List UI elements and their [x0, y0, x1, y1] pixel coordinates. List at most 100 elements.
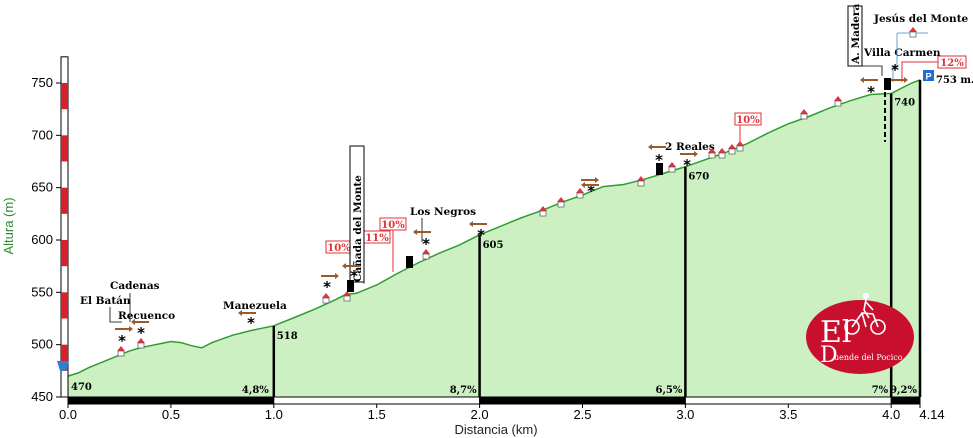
house-roof — [637, 176, 645, 181]
map-icons: * * * * * * * * * * * * — [115, 27, 917, 357]
altitude-scale-bar — [57, 56, 69, 398]
arrow-head — [581, 182, 585, 188]
x-tick-label: 1.0 — [265, 407, 283, 422]
arrow-head — [129, 326, 133, 332]
segment-grade-label: 8,7% — [450, 385, 477, 396]
house-roof — [668, 162, 676, 167]
house-body — [800, 113, 808, 120]
scale-bar-segment — [61, 187, 68, 214]
direction-arrow-icon — [860, 77, 878, 83]
y-tick-label: 450 — [31, 389, 53, 404]
building-icon — [884, 78, 891, 90]
parking-icon: P — [923, 70, 934, 82]
arrow-head — [342, 263, 346, 269]
direction-arrow-icon — [413, 229, 431, 235]
house-roof — [539, 206, 547, 211]
segment-grade-label: 6,5% — [655, 385, 682, 396]
scale-bar-segment — [61, 240, 68, 267]
segment-grade-label: 9,2% — [890, 385, 917, 396]
gradient-sign-label: 11% — [365, 233, 389, 244]
direction-arrow-icon — [321, 273, 339, 279]
place-label: Recuenco — [118, 310, 175, 322]
direction-arrow-icon — [238, 310, 256, 316]
house-icon — [539, 206, 547, 217]
arrow-head — [648, 144, 652, 150]
y-axis-ticks: 450 500 550 600 650 700 750 — [31, 75, 61, 404]
place-label: 2 Reales — [665, 141, 715, 153]
asterisk-icon: * — [118, 332, 126, 350]
arrow-head — [413, 229, 417, 235]
gradient-sign-label: 10% — [327, 243, 351, 254]
building-icon — [656, 163, 663, 175]
y-tick-label: 700 — [31, 127, 53, 142]
gradient-sign-label: 10% — [736, 115, 760, 126]
house-icon — [708, 148, 716, 159]
altitude-label: 605 — [483, 240, 504, 251]
asterisk-icon: * — [477, 226, 485, 244]
direction-arrow-icon — [131, 319, 149, 325]
y-tick-label: 750 — [31, 75, 53, 90]
house-icon — [137, 338, 145, 349]
place-label: Cadenas — [110, 280, 160, 292]
direction-arrow-icon — [890, 77, 908, 83]
distance-bar-segment — [890, 396, 921, 405]
y-tick-label: 600 — [31, 232, 53, 247]
asterisk-icon: * — [587, 182, 595, 200]
arrow-head — [335, 273, 339, 279]
house-body — [637, 180, 645, 187]
logo-line2-rest: uende del Pocico — [834, 353, 903, 362]
segment-grade-labels: 4,8% 8,7% 6,5% 7% 9,2% — [242, 385, 918, 396]
asterisk-icon: * — [655, 151, 663, 169]
house-body — [708, 152, 716, 159]
logo-line2: D — [820, 343, 838, 368]
house-body — [137, 342, 145, 349]
house-roof — [422, 249, 430, 254]
altitude-label: 470 — [71, 382, 92, 393]
x-tick-label: 4.14 — [919, 407, 944, 422]
house-roof — [576, 188, 584, 193]
direction-arrow-icon — [648, 144, 666, 150]
vertical-place-text: A. Madera — [850, 4, 862, 65]
x-tick-label: 3.0 — [676, 407, 694, 422]
house-icon — [800, 109, 808, 120]
house-body — [834, 100, 842, 107]
house-roof — [718, 148, 726, 153]
x-tick-label: 1.5 — [368, 407, 386, 422]
house-body — [117, 350, 125, 357]
gradient-sign-label: 12% — [940, 58, 964, 69]
logo-line1: El — [820, 315, 852, 350]
house-body — [668, 166, 676, 173]
asterisk-icon: * — [891, 61, 899, 79]
arrow-head — [131, 319, 135, 325]
house-icon — [834, 96, 842, 107]
distance-bar-segment — [684, 396, 892, 405]
house-icon — [909, 27, 917, 38]
house-body — [343, 295, 351, 302]
house-roof — [728, 144, 736, 149]
direction-arrow-icon — [115, 326, 133, 332]
building-icon — [406, 256, 413, 268]
scale-bar-segment — [61, 135, 68, 162]
arrow-head — [469, 221, 473, 227]
altitude-label: 518 — [277, 331, 298, 342]
house-body — [422, 253, 430, 260]
house-body — [322, 297, 330, 304]
building-icon — [347, 280, 354, 292]
distance-bar-segment — [273, 396, 481, 405]
house-icon — [736, 141, 744, 152]
place-label: Jesús del Monte — [873, 13, 969, 25]
distance-bar-segment — [67, 396, 275, 405]
asterisk-icon: * — [867, 83, 875, 101]
house-roof — [708, 148, 716, 153]
arrow-head — [904, 77, 908, 83]
x-axis-title: Distancia (km) — [454, 422, 537, 437]
place-label: Manezuela — [223, 300, 287, 312]
house-body — [736, 145, 744, 152]
cyclist-icon — [844, 293, 886, 335]
house-icon — [322, 293, 330, 304]
direction-arrow-icon — [680, 151, 698, 157]
house-body — [557, 201, 565, 208]
vertical-place-label: Cañada del Monte — [349, 145, 365, 283]
direction-arrow-icon — [581, 182, 599, 188]
